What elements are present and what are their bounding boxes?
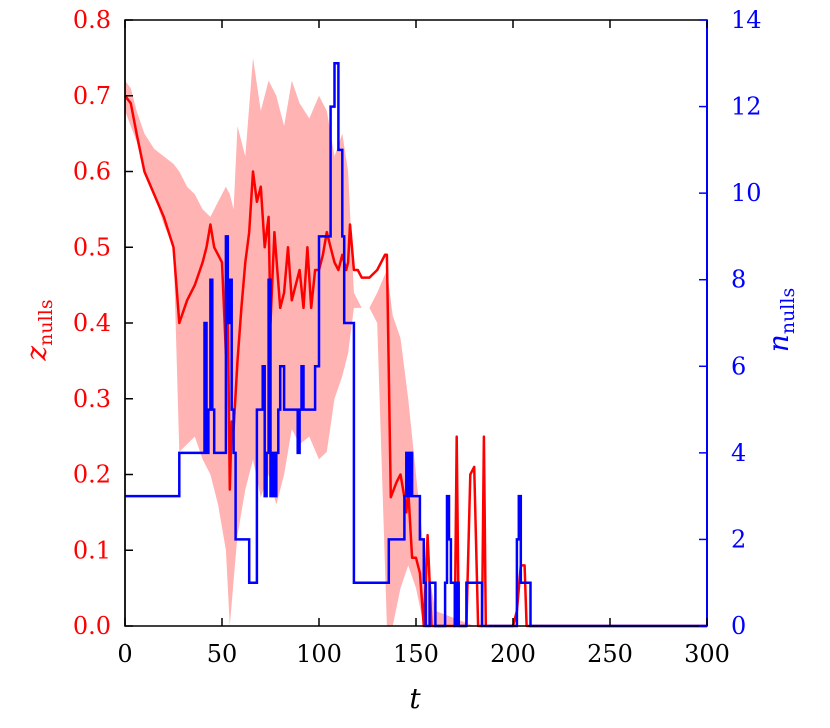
right-y-tick-label: 0: [731, 612, 746, 640]
x-tick-label: 150: [393, 640, 439, 668]
right-y-axis-label: nnulls: [762, 288, 799, 352]
right-y-axis-label-main: n: [762, 334, 795, 352]
n-nulls-step-line: [125, 62, 707, 628]
right-y-tick-label: 14: [731, 6, 762, 34]
left-y-axis-label: znulls: [20, 299, 57, 361]
x-tick-label: 300: [684, 640, 730, 668]
right-y-ticks: 0 2 4 6 8 10 12 14: [699, 6, 762, 640]
left-y-tick-label: 0.2: [73, 461, 111, 489]
left-y-tick-label: 0.1: [73, 536, 111, 564]
right-y-tick-label: 6: [731, 352, 746, 380]
right-y-tick-label: 8: [731, 266, 746, 294]
left-y-tick-label: 0.8: [73, 6, 111, 34]
left-y-tick-label: 0.0: [73, 612, 111, 640]
left-y-tick-label: 0.7: [73, 82, 111, 110]
right-y-tick-label: 10: [731, 179, 762, 207]
plot-series-layer: [124, 57, 707, 628]
left-y-tick-label: 0.5: [73, 233, 111, 261]
z-nulls-uncertainty-band: [125, 57, 533, 626]
left-y-axis-label-sub: nulls: [35, 299, 57, 345]
left-y-axis-label-main: z: [20, 346, 53, 362]
left-y-tick-label: 0.4: [73, 309, 111, 337]
x-ticks: 0 50 100 150 200 250 300: [117, 20, 730, 668]
left-y-tick-label: 0.3: [73, 385, 111, 413]
x-tick-label: 200: [490, 640, 536, 668]
right-y-axis-label-sub: nulls: [777, 288, 799, 334]
x-tick-label: 250: [587, 640, 633, 668]
left-y-ticks: 0.0 0.1 0.2 0.3 0.4 0.5 0.6 0.7 0.8: [73, 6, 133, 640]
x-tick-label: 100: [296, 640, 342, 668]
x-axis-label: t: [409, 682, 421, 715]
right-y-tick-label: 4: [731, 439, 746, 467]
right-y-tick-label: 2: [731, 525, 746, 553]
x-tick-label: 0: [117, 640, 132, 668]
left-y-tick-label: 0.6: [73, 158, 111, 186]
right-y-tick-label: 12: [731, 93, 762, 121]
x-tick-label: 50: [207, 640, 238, 668]
